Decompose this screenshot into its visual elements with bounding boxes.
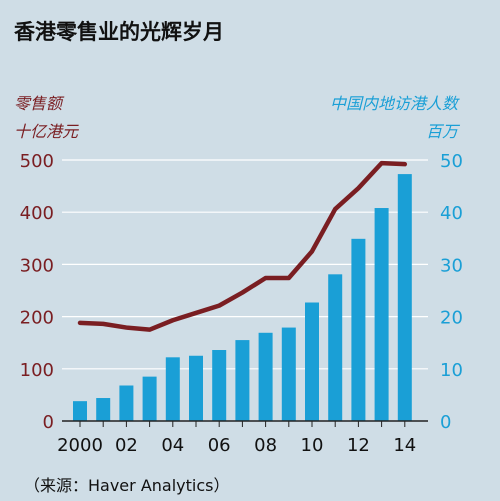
x-tick-label: 2000 bbox=[57, 435, 103, 456]
right-axis-unit: 百万 bbox=[425, 122, 458, 141]
bar bbox=[119, 385, 134, 421]
line-series bbox=[77, 160, 408, 332]
left-tick-label: 400 bbox=[20, 203, 54, 224]
right-axis-label: 中国内地访港人数 bbox=[329, 94, 458, 113]
bar bbox=[351, 238, 366, 421]
left-tick-label: 500 bbox=[20, 151, 54, 172]
bar bbox=[397, 174, 412, 421]
bar bbox=[212, 350, 227, 421]
x-tick-label: 08 bbox=[254, 435, 277, 456]
bar bbox=[374, 208, 389, 421]
bar bbox=[165, 357, 180, 421]
bar bbox=[73, 401, 87, 421]
chart-title: 香港零售业的光辉岁月 bbox=[14, 20, 224, 44]
left-tick-label: 300 bbox=[20, 255, 54, 276]
left-tick-label: 100 bbox=[20, 360, 54, 381]
left-axis-unit: 十亿港元 bbox=[14, 122, 79, 141]
bar bbox=[328, 274, 343, 421]
x-tick-label: 02 bbox=[115, 435, 138, 456]
x-tick-label: 04 bbox=[161, 435, 184, 456]
x-tick-label: 12 bbox=[347, 435, 370, 456]
bar bbox=[281, 327, 296, 421]
bar bbox=[142, 376, 157, 421]
retail-sales-line bbox=[77, 160, 408, 332]
bar bbox=[305, 302, 319, 421]
right-tick-label: 20 bbox=[440, 308, 463, 329]
bar bbox=[96, 398, 111, 421]
right-tick-label: 30 bbox=[440, 255, 463, 276]
gridlines bbox=[62, 159, 428, 370]
x-tick-label: 14 bbox=[393, 435, 416, 456]
source-note: （来源：Haver Analytics） bbox=[24, 476, 230, 495]
axes: 0 100 200 300 400 500 0 10 20 30 40 50 2000 02 04 06 08 1… bbox=[20, 151, 463, 456]
left-tick-label: 0 bbox=[43, 412, 54, 433]
right-tick-label: 10 bbox=[440, 360, 463, 381]
right-tick-label: 40 bbox=[440, 203, 463, 224]
left-axis-label: 零售额 bbox=[14, 94, 63, 113]
bar bbox=[235, 340, 250, 421]
right-tick-label: 50 bbox=[440, 151, 463, 172]
x-tick-label: 06 bbox=[208, 435, 231, 456]
left-tick-label: 200 bbox=[20, 308, 54, 329]
bar bbox=[258, 332, 273, 421]
bar-series bbox=[73, 174, 412, 421]
bar bbox=[189, 355, 203, 421]
x-tick-label: 10 bbox=[301, 435, 324, 456]
right-tick-label: 0 bbox=[440, 412, 451, 433]
